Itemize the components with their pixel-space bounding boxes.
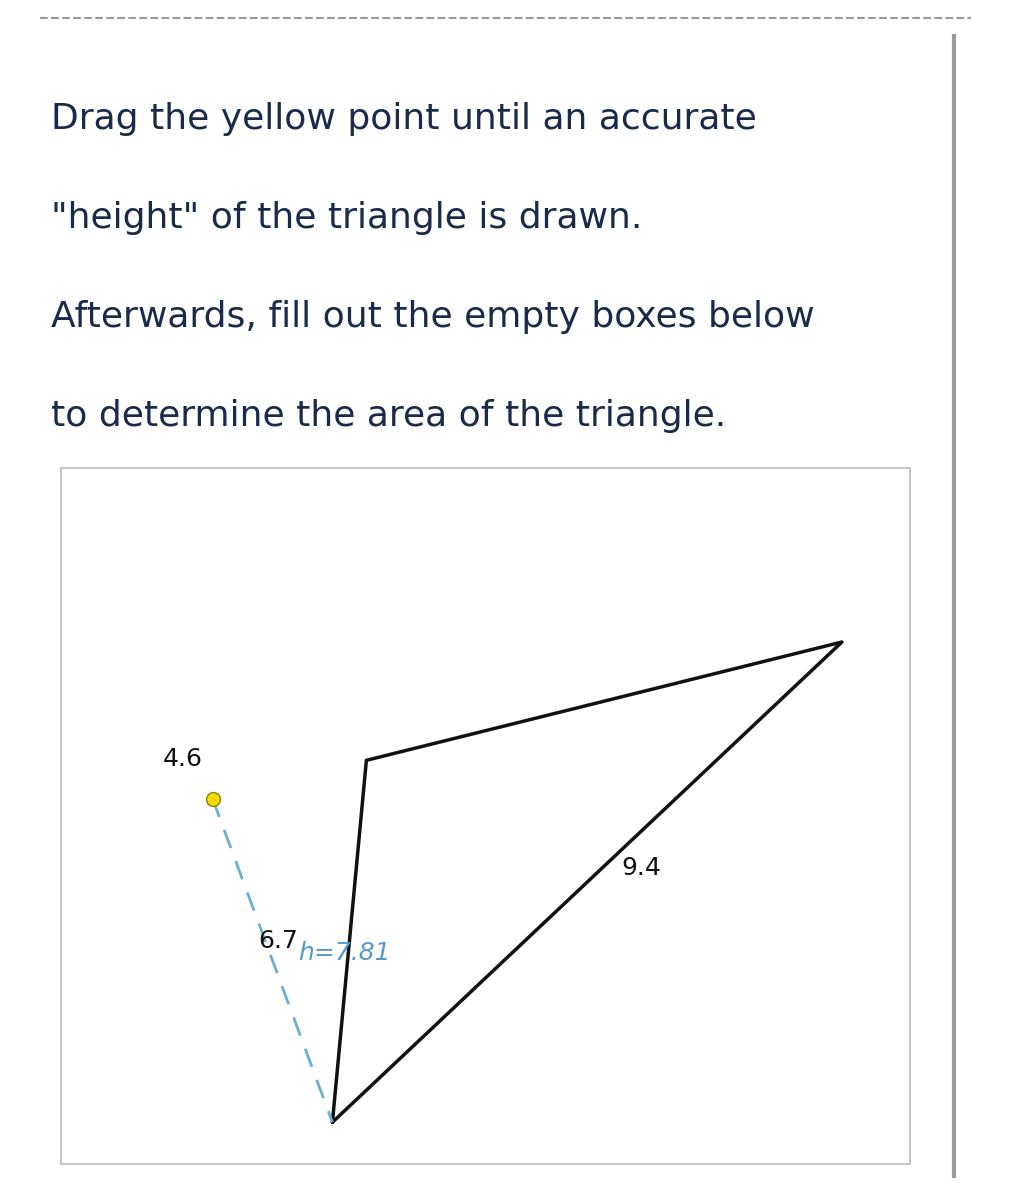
Text: Drag the yellow point until an accurate: Drag the yellow point until an accurate (51, 102, 756, 137)
Text: "height" of the triangle is drawn.: "height" of the triangle is drawn. (51, 202, 642, 235)
Text: Afterwards, fill out the empty boxes below: Afterwards, fill out the empty boxes bel… (51, 300, 814, 335)
Text: 9.4: 9.4 (621, 857, 661, 881)
Text: 6.7: 6.7 (259, 929, 298, 953)
Text: to determine the area of the triangle.: to determine the area of the triangle. (51, 400, 726, 433)
Text: h=7.81: h=7.81 (298, 942, 390, 966)
Text: 4.6: 4.6 (163, 746, 203, 770)
